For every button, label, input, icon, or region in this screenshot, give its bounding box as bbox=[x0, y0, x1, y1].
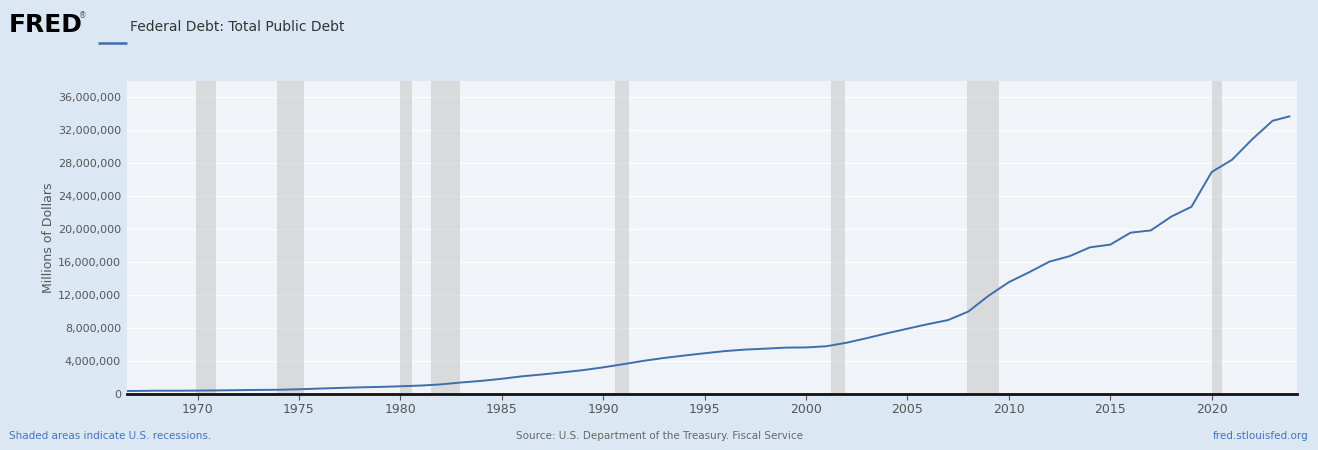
Text: Shaded areas indicate U.S. recessions.: Shaded areas indicate U.S. recessions. bbox=[9, 431, 211, 441]
Text: ®: ® bbox=[79, 11, 87, 20]
Bar bbox=[277, 81, 304, 394]
Text: fred.stlouisfed.org: fred.stlouisfed.org bbox=[1213, 431, 1309, 441]
Text: FRED: FRED bbox=[9, 14, 83, 37]
Bar bbox=[401, 81, 413, 394]
Y-axis label: Millions of Dollars: Millions of Dollars bbox=[42, 182, 55, 292]
Bar bbox=[616, 81, 629, 394]
Text: Federal Debt: Total Public Debt: Federal Debt: Total Public Debt bbox=[130, 20, 345, 34]
Bar bbox=[832, 81, 845, 394]
Bar bbox=[196, 81, 216, 394]
Bar bbox=[966, 81, 999, 394]
Bar bbox=[431, 81, 460, 394]
Bar bbox=[1211, 81, 1222, 394]
Text: Source: U.S. Department of the Treasury. Fiscal Service: Source: U.S. Department of the Treasury.… bbox=[515, 431, 803, 441]
